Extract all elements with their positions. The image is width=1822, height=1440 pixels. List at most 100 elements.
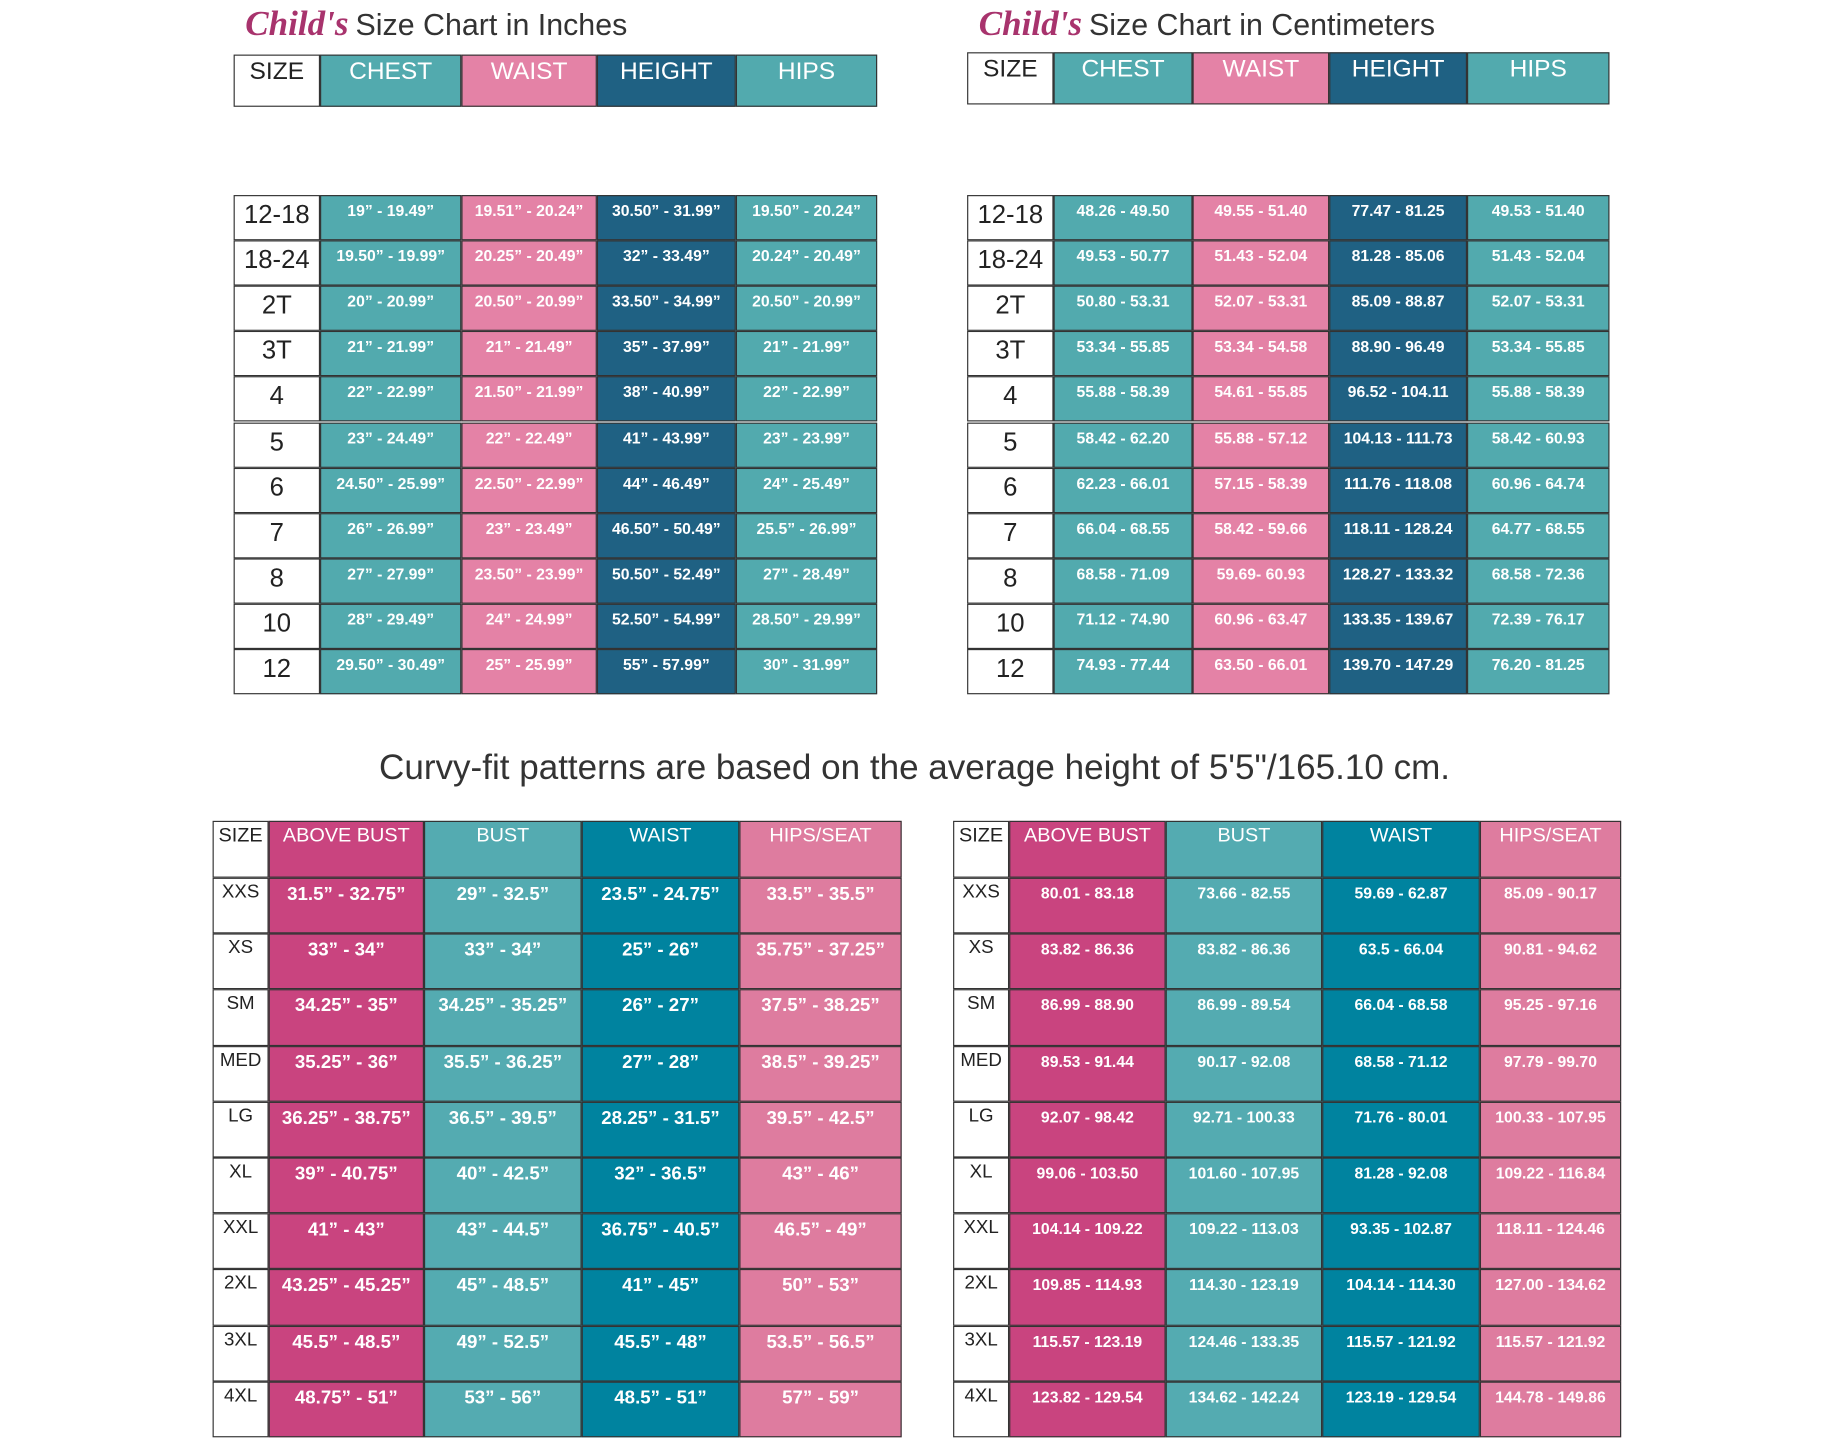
measure-cell: 96.52 - 104.11 [1329, 376, 1468, 423]
measure-cell: 58.42 - 59.66 [1192, 512, 1330, 559]
header-cell: HIPS [735, 54, 878, 107]
measure-cell: 72.39 - 76.17 [1467, 603, 1610, 649]
measure-cell: 139.70 - 147.29 [1329, 648, 1468, 695]
measure-cell: 24” - 24.99” [461, 603, 597, 649]
measure-cell: 100.33 - 107.95 [1479, 1101, 1622, 1158]
measure-cell: 23” - 23.99” [735, 422, 878, 468]
header-cell: HIPS/SEAT [1479, 820, 1622, 878]
measure-cell: 58.42 - 60.93 [1467, 422, 1610, 468]
header-cell: WAIST [461, 54, 597, 107]
measure-cell: 28.25” - 31.5” [581, 1101, 740, 1158]
measure-cell: 43.25” - 45.25” [268, 1269, 424, 1326]
size-cell: 7 [967, 512, 1054, 559]
measure-cell: 38” - 40.99” [596, 376, 736, 423]
measure-cell: 20.24” - 20.49” [735, 240, 878, 286]
size-cell: 3T [967, 331, 1054, 377]
size-cell: 10 [967, 603, 1054, 649]
size-cell: 5 [967, 422, 1054, 468]
size-cell: 18-24 [233, 240, 321, 286]
measure-cell: 59.69 - 62.87 [1322, 877, 1480, 934]
measure-cell: 25” - 25.99” [461, 648, 597, 695]
measure-cell: 92.71 - 100.33 [1165, 1101, 1323, 1158]
measure-cell: 71.12 - 74.90 [1053, 603, 1193, 649]
measure-cell: 28” - 29.49” [320, 603, 462, 649]
measure-cell: 38.5” - 39.25” [739, 1045, 902, 1102]
header-cell: HIPS/SEAT [739, 820, 902, 878]
measure-cell: 53” - 56” [423, 1381, 582, 1438]
measure-cell: 36.5” - 39.5” [423, 1101, 582, 1158]
measure-cell: 52.50” - 54.99” [596, 603, 736, 649]
measure-cell: 109.22 - 113.03 [1165, 1213, 1323, 1270]
measure-cell: 86.99 - 88.90 [1009, 989, 1166, 1046]
size-cell: LG [212, 1101, 269, 1158]
measure-cell: 27” - 28” [581, 1045, 740, 1102]
header-cell: SIZE [212, 820, 269, 878]
measure-cell: 44” - 46.49” [596, 467, 736, 513]
measure-cell: 19” - 19.49” [320, 195, 462, 241]
measure-cell: 19.51” - 20.24” [461, 195, 597, 241]
measure-cell: 51.43 - 52.04 [1192, 240, 1330, 286]
measure-cell: 63.5 - 66.04 [1322, 933, 1480, 990]
header-cell: CHEST [1053, 52, 1193, 105]
measure-cell: 71.76 - 80.01 [1322, 1101, 1480, 1158]
child-cm-title: Child's Size Chart in Centimeters [979, 5, 1435, 44]
child-inches-title: Child's Size Chart in Inches [245, 5, 627, 44]
header-cell: BUST [1165, 820, 1323, 878]
measure-cell: 115.57 - 121.92 [1322, 1325, 1480, 1382]
title-script: Child's [978, 4, 1083, 43]
measure-cell: 25.5” - 26.99” [735, 512, 878, 559]
measure-cell: 46.5” - 49” [739, 1213, 902, 1270]
title-script: Child's [245, 4, 349, 43]
measure-cell: 50.50” - 52.49” [596, 558, 736, 604]
measure-cell: 46.50” - 50.49” [596, 512, 736, 559]
size-cell: XS [953, 933, 1010, 990]
measure-cell: 39” - 40.75” [268, 1157, 424, 1214]
measure-cell: 127.00 - 134.62 [1479, 1269, 1622, 1326]
size-cell: XXS [212, 877, 269, 934]
measure-cell: 53.5” - 56.5” [739, 1325, 902, 1382]
header-cell: WAIST [581, 820, 740, 878]
measure-cell: 43” - 46” [739, 1157, 902, 1214]
measure-cell: 22” - 22.49” [461, 422, 597, 468]
measure-cell: 20.50” - 20.99” [461, 285, 597, 332]
measure-cell: 34.25” - 35” [268, 989, 424, 1046]
size-cell: 12-18 [233, 195, 321, 241]
measure-cell: 23” - 24.49” [320, 422, 462, 468]
measure-cell: 24” - 25.49” [735, 467, 878, 513]
measure-cell: 53.34 - 55.85 [1467, 331, 1610, 377]
size-cell: 12-18 [967, 195, 1054, 241]
measure-cell: 97.79 - 99.70 [1479, 1045, 1622, 1102]
measure-cell: 90.81 - 94.62 [1479, 933, 1622, 990]
measure-cell: 92.07 - 98.42 [1009, 1101, 1166, 1158]
measure-cell: 104.14 - 109.22 [1009, 1213, 1166, 1270]
measure-cell: 29.50” - 30.49” [320, 648, 462, 695]
measure-cell: 35.25” - 36” [268, 1045, 424, 1102]
measure-cell: 124.46 - 133.35 [1165, 1325, 1323, 1382]
measure-cell: 74.93 - 77.44 [1053, 648, 1193, 695]
measure-cell: 50.80 - 53.31 [1053, 285, 1193, 332]
measure-cell: 39.5” - 42.5” [739, 1101, 902, 1158]
measure-cell: 144.78 - 149.86 [1479, 1381, 1622, 1438]
measure-cell: 49” - 52.5” [423, 1325, 582, 1382]
measure-cell: 27” - 27.99” [320, 558, 462, 604]
measure-cell: 104.14 - 114.30 [1322, 1269, 1480, 1326]
measure-cell: 21” - 21.99” [735, 331, 878, 377]
header-cell: WAIST [1322, 820, 1480, 878]
measure-cell: 26” - 27” [581, 989, 740, 1046]
header-cell: HEIGHT [1329, 52, 1468, 105]
measure-cell: 83.82 - 86.36 [1165, 933, 1323, 990]
measure-cell: 55” - 57.99” [596, 648, 736, 695]
measure-cell: 55.88 - 57.12 [1192, 422, 1330, 468]
measure-cell: 101.60 - 107.95 [1165, 1157, 1323, 1214]
measure-cell: 58.42 - 62.20 [1053, 422, 1193, 468]
size-cell: 5 [233, 422, 321, 468]
measure-cell: 128.27 - 133.32 [1329, 558, 1468, 604]
size-cell: XS [212, 933, 269, 990]
measure-cell: 118.11 - 128.24 [1329, 512, 1468, 559]
measure-cell: 22” - 22.99” [735, 376, 878, 423]
measure-cell: 133.35 - 139.67 [1329, 603, 1468, 649]
measure-cell: 123.19 - 129.54 [1322, 1381, 1480, 1438]
size-cell: 8 [233, 558, 321, 604]
size-cell: 2T [233, 285, 321, 332]
